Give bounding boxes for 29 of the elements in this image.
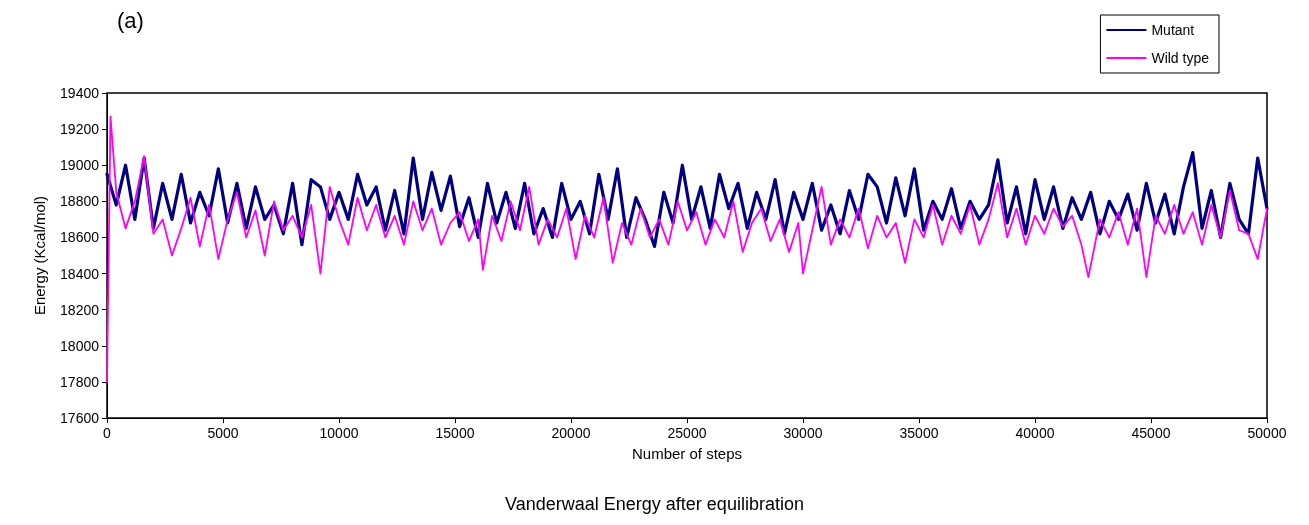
y-tick-label: 19200: [60, 121, 100, 138]
text: Vanderwaal Energy after equilibration: [505, 494, 804, 514]
x-tick-label: 35000: [899, 425, 939, 441]
x-tick-label: 0: [103, 425, 112, 441]
y-tick-label: 18800: [60, 193, 100, 210]
y-tick-label: 19000: [60, 157, 100, 174]
x-axis-title: Number of steps: [631, 445, 743, 462]
x-tick-label: 15000: [435, 425, 475, 441]
y-tick-label: 18600: [60, 229, 100, 246]
y-axis-title: Energy (Kcal/mol): [31, 195, 48, 316]
chart-title: (a): [117, 7, 144, 33]
legend-label: Wild type: [1151, 50, 1210, 66]
x-tick-label: 5000: [207, 425, 239, 441]
y-tick-label: 19400: [60, 85, 100, 101]
legend-label: Mutant: [1151, 22, 1195, 38]
y-tick-label: 18000: [60, 337, 100, 354]
x-tick-label: 30000: [783, 425, 823, 441]
x-tick-label: 50000: [1247, 425, 1287, 441]
x-tick-label: 10000: [319, 425, 359, 441]
y-tick-label: 17800: [60, 373, 100, 390]
line-series: [105, 150, 1269, 249]
x-tick-label: 25000: [667, 425, 707, 441]
y-tick-label: 18200: [60, 301, 100, 318]
x-tick-label: 45000: [1131, 425, 1171, 441]
x-tick-label: 40000: [1015, 425, 1055, 441]
x-tick-label: 20000: [551, 425, 591, 441]
line-series: [106, 115, 1268, 383]
y-tick-label: 18400: [60, 265, 100, 282]
y-tick-label: 17600: [60, 410, 100, 426]
